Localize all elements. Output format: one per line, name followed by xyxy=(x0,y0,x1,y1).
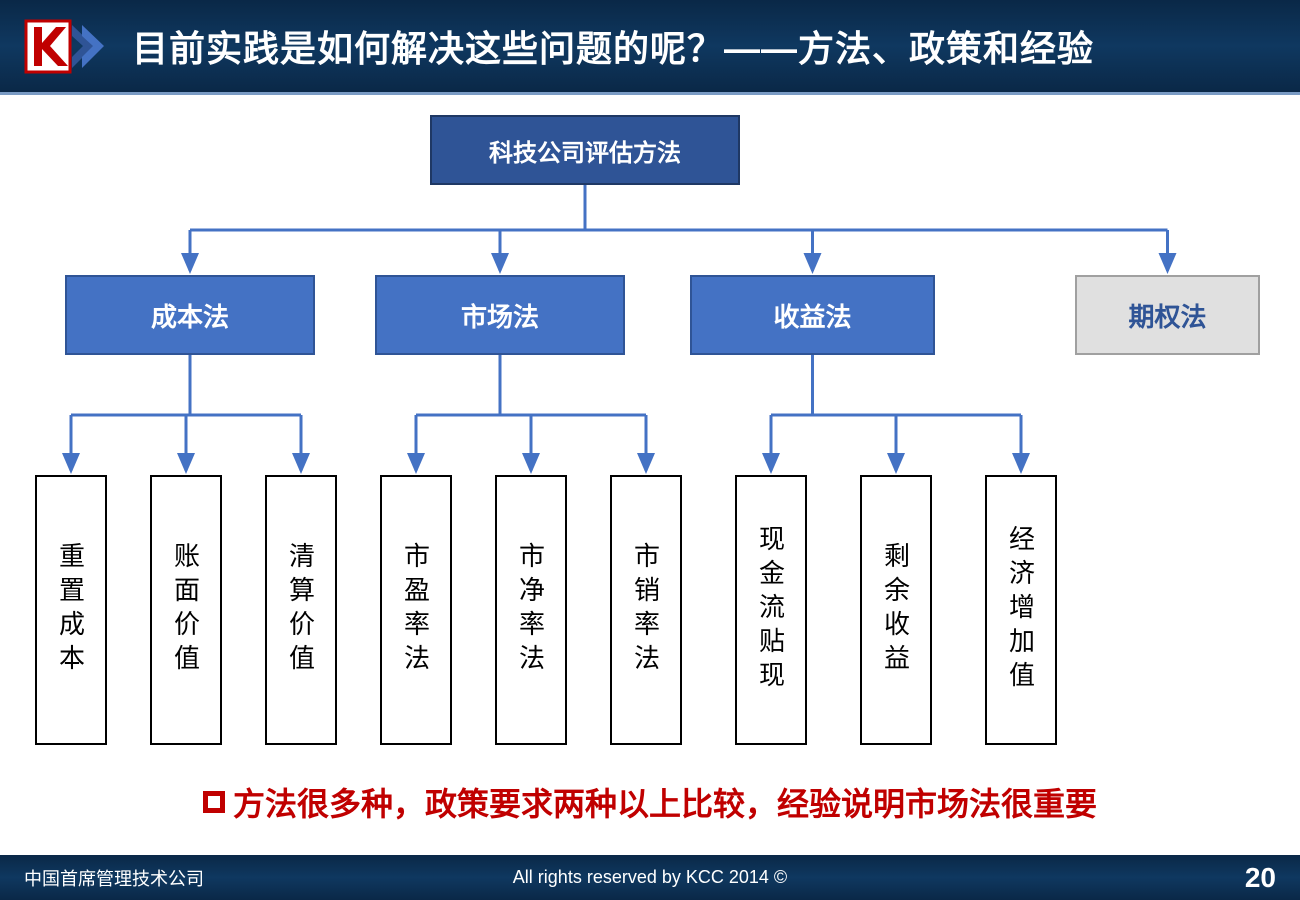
summary-text-content: 方法很多种，政策要求两种以上比较，经验说明市场法很重要 xyxy=(233,779,1097,825)
leaf-node-1-1: 市净率法 xyxy=(495,475,567,745)
method-node-3: 期权法 xyxy=(1075,275,1260,355)
footer-center: All rights reserved by KCC 2014 © xyxy=(0,867,1300,888)
slide-title: 目前实践是如何解决这些问题的呢？——方法、政策和经验 xyxy=(132,20,1094,72)
page-number: 20 xyxy=(1245,862,1276,894)
summary-text: 方法很多种，政策要求两种以上比较，经验说明市场法很重要 xyxy=(0,779,1300,825)
root-node: 科技公司评估方法 xyxy=(430,115,740,185)
leaf-node-2-2: 经济增加值 xyxy=(985,475,1057,745)
leaf-node-2-0: 现金流贴现 xyxy=(735,475,807,745)
method-node-2: 收益法 xyxy=(690,275,935,355)
leaf-node-1-0: 市盈率法 xyxy=(380,475,452,745)
method-node-0: 成本法 xyxy=(65,275,315,355)
logo xyxy=(24,19,104,74)
slide-header: 目前实践是如何解决这些问题的呢？——方法、政策和经验 xyxy=(0,0,1300,95)
tree-diagram: 科技公司评估方法成本法市场法收益法 期权法重置成本账面价值清算价值市盈率法市净率法… xyxy=(0,105,1300,785)
bullet-icon xyxy=(203,791,225,813)
method-node-1: 市场法 xyxy=(375,275,625,355)
leaf-node-0-2: 清算价值 xyxy=(265,475,337,745)
leaf-node-0-0: 重置成本 xyxy=(35,475,107,745)
slide-footer: 中国首席管理技术公司 All rights reserved by KCC 20… xyxy=(0,855,1300,900)
leaf-node-0-1: 账面价值 xyxy=(150,475,222,745)
leaf-node-2-1: 剩余收益 xyxy=(860,475,932,745)
leaf-node-1-2: 市销率法 xyxy=(610,475,682,745)
